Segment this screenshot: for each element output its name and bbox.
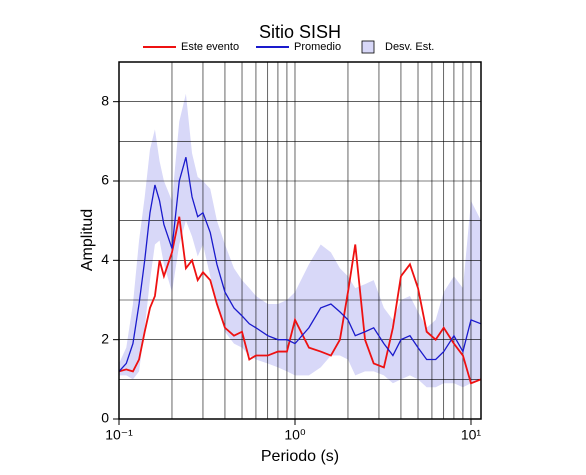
- x-axis-label: Periodo (s): [261, 448, 339, 465]
- y-tick-label: 4: [101, 251, 109, 267]
- plot-frame: [118, 61, 482, 420]
- y-axis-label: Amplitud: [79, 209, 96, 271]
- legend-swatch: [361, 40, 375, 54]
- series-line: [118, 157, 482, 372]
- legend-label: Este evento: [181, 41, 239, 53]
- y-tick-label: 0: [101, 410, 109, 426]
- y-tick-label: 8: [101, 92, 109, 108]
- line-layer: [118, 157, 482, 385]
- legend-label: Desv. Est.: [385, 41, 434, 53]
- x-tick-label: 10¹: [461, 427, 482, 443]
- series-line: [118, 216, 482, 385]
- x-tick-label: 10⁰: [284, 427, 306, 443]
- x-tick-label: 10⁻¹: [105, 427, 133, 443]
- chart-title: Sitio SISH: [259, 22, 341, 42]
- y-tick-label: 2: [101, 330, 109, 346]
- y-tick-label: 6: [101, 172, 109, 188]
- legend-label: Promedio: [294, 41, 341, 53]
